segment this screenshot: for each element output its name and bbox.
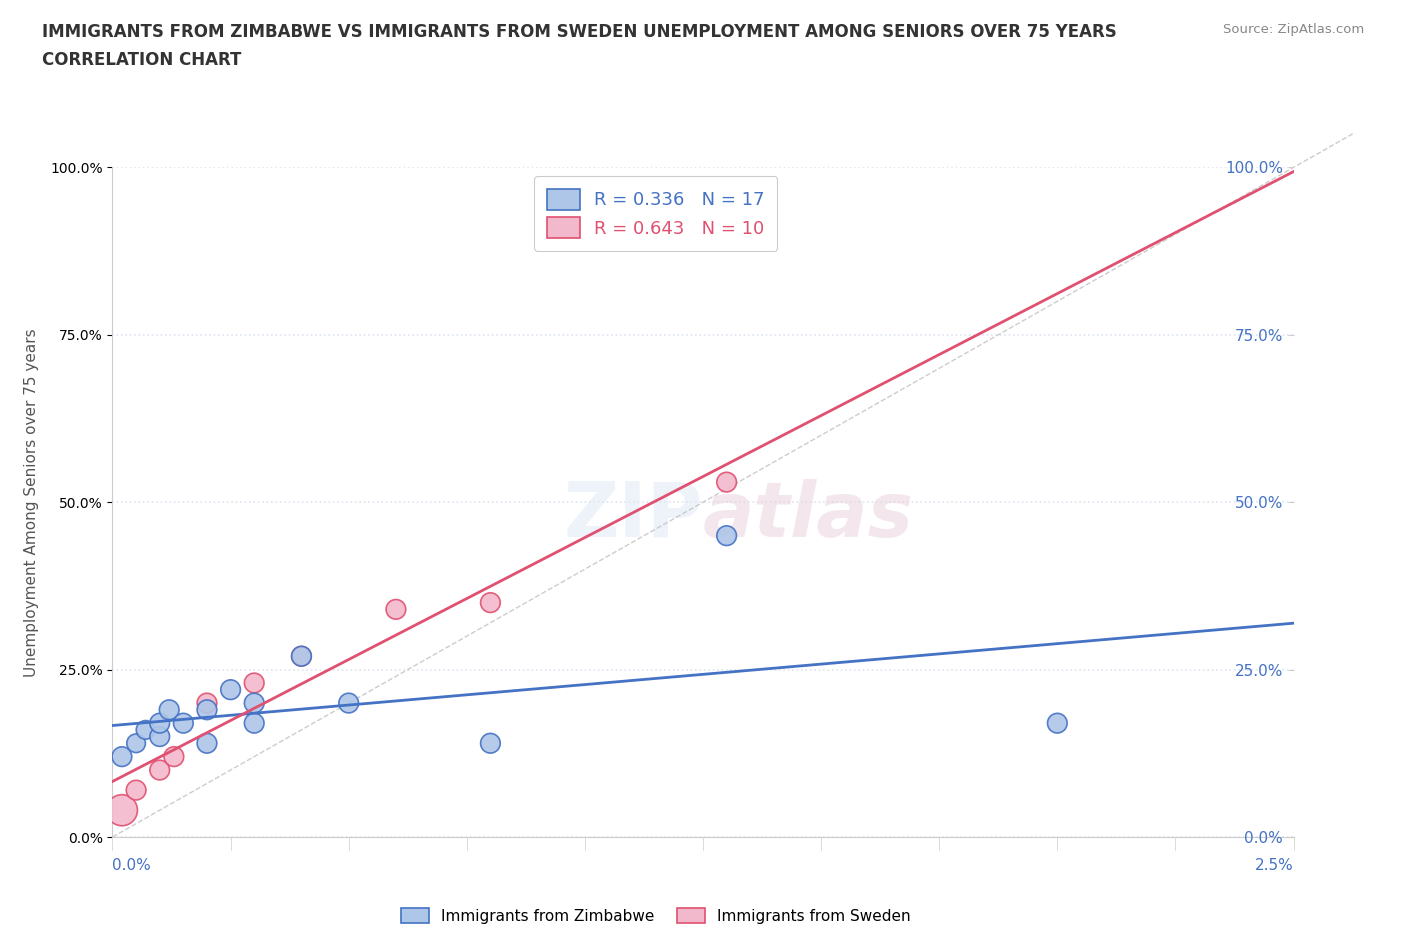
Point <box>111 803 134 817</box>
Text: ZIP: ZIP <box>564 479 703 552</box>
Point <box>716 474 738 489</box>
Text: IMMIGRANTS FROM ZIMBABWE VS IMMIGRANTS FROM SWEDEN UNEMPLOYMENT AMONG SENIORS OV: IMMIGRANTS FROM ZIMBABWE VS IMMIGRANTS F… <box>42 23 1116 41</box>
Point <box>135 723 157 737</box>
Point <box>337 696 360 711</box>
Point <box>219 683 242 698</box>
Point <box>149 729 172 744</box>
Point <box>243 675 266 690</box>
Point <box>163 750 186 764</box>
Text: 2.5%: 2.5% <box>1254 857 1294 872</box>
Point <box>172 716 194 731</box>
Point <box>243 716 266 731</box>
Point <box>385 602 408 617</box>
Point <box>1046 716 1069 731</box>
Text: Source: ZipAtlas.com: Source: ZipAtlas.com <box>1223 23 1364 36</box>
Point <box>195 736 218 751</box>
Text: CORRELATION CHART: CORRELATION CHART <box>42 51 242 69</box>
Point <box>195 702 218 717</box>
Point <box>243 696 266 711</box>
Point <box>290 649 312 664</box>
Point <box>290 649 312 664</box>
Point <box>149 716 172 731</box>
Point <box>125 736 148 751</box>
Legend: Immigrants from Zimbabwe, Immigrants from Sweden: Immigrants from Zimbabwe, Immigrants fro… <box>395 901 917 930</box>
Point <box>479 736 502 751</box>
Point <box>111 750 134 764</box>
Text: atlas: atlas <box>703 479 914 552</box>
Point <box>195 696 218 711</box>
Point <box>149 763 172 777</box>
Text: 0.0%: 0.0% <box>112 857 152 872</box>
Point <box>157 702 180 717</box>
Point <box>479 595 502 610</box>
Point <box>716 528 738 543</box>
Point <box>125 783 148 798</box>
Y-axis label: Unemployment Among Seniors over 75 years: Unemployment Among Seniors over 75 years <box>24 328 39 676</box>
